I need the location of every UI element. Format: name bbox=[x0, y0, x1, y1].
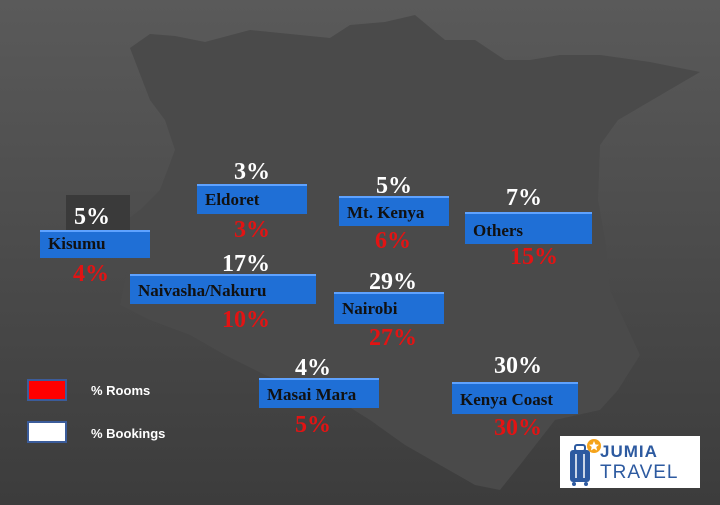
kenya-coast-rooms: 30% bbox=[494, 415, 542, 441]
kenya-coast-label: Kenya Coast bbox=[452, 382, 578, 414]
legend-rooms-label: % Rooms bbox=[91, 383, 151, 398]
jumia-travel-logo: JUMIA TRAVEL bbox=[560, 436, 700, 488]
kisumu-bookings: 5% bbox=[74, 204, 110, 230]
suitcase-star-icon bbox=[570, 439, 601, 486]
logo-word-jumia: JUMIA bbox=[600, 442, 658, 461]
legend-bookings-swatch bbox=[27, 421, 67, 443]
mt-kenya-rooms: 6% bbox=[375, 228, 411, 254]
nairobi-bookings: 29% bbox=[369, 269, 417, 295]
kisumu-label: Kisumu bbox=[40, 230, 150, 258]
masai-mara-label: Masai Mara bbox=[259, 378, 379, 408]
legend-rooms-swatch bbox=[27, 379, 67, 401]
nairobi-rooms: 27% bbox=[369, 325, 417, 351]
kisumu-box bbox=[66, 195, 130, 232]
kenya-outline bbox=[110, 15, 700, 490]
others-rooms: 15% bbox=[510, 244, 558, 270]
legend-bookings-label: % Bookings bbox=[91, 426, 166, 441]
naivasha-nakuru-rooms: 10% bbox=[222, 307, 270, 333]
masai-mara-bookings: 4% bbox=[295, 355, 331, 381]
mt-kenya-bookings: 5% bbox=[376, 173, 412, 199]
eldoret-bookings: 3% bbox=[234, 159, 270, 185]
eldoret-label: Eldoret bbox=[197, 184, 307, 214]
kenya-coast-bookings: 30% bbox=[494, 353, 542, 379]
naivasha-nakuru-label: Naivasha/Nakuru bbox=[130, 274, 316, 304]
nairobi-label: Nairobi bbox=[334, 292, 444, 324]
others-bookings: 7% bbox=[506, 185, 542, 211]
mt-kenya-label: Mt. Kenya bbox=[339, 196, 449, 226]
naivasha-nakuru-bookings: 17% bbox=[222, 251, 270, 277]
logo-word-travel: TRAVEL bbox=[600, 462, 679, 483]
masai-mara-rooms: 5% bbox=[295, 412, 331, 438]
kisumu-rooms: 4% bbox=[73, 261, 109, 287]
others-label: Others bbox=[465, 212, 592, 244]
eldoret-rooms: 3% bbox=[234, 217, 270, 243]
